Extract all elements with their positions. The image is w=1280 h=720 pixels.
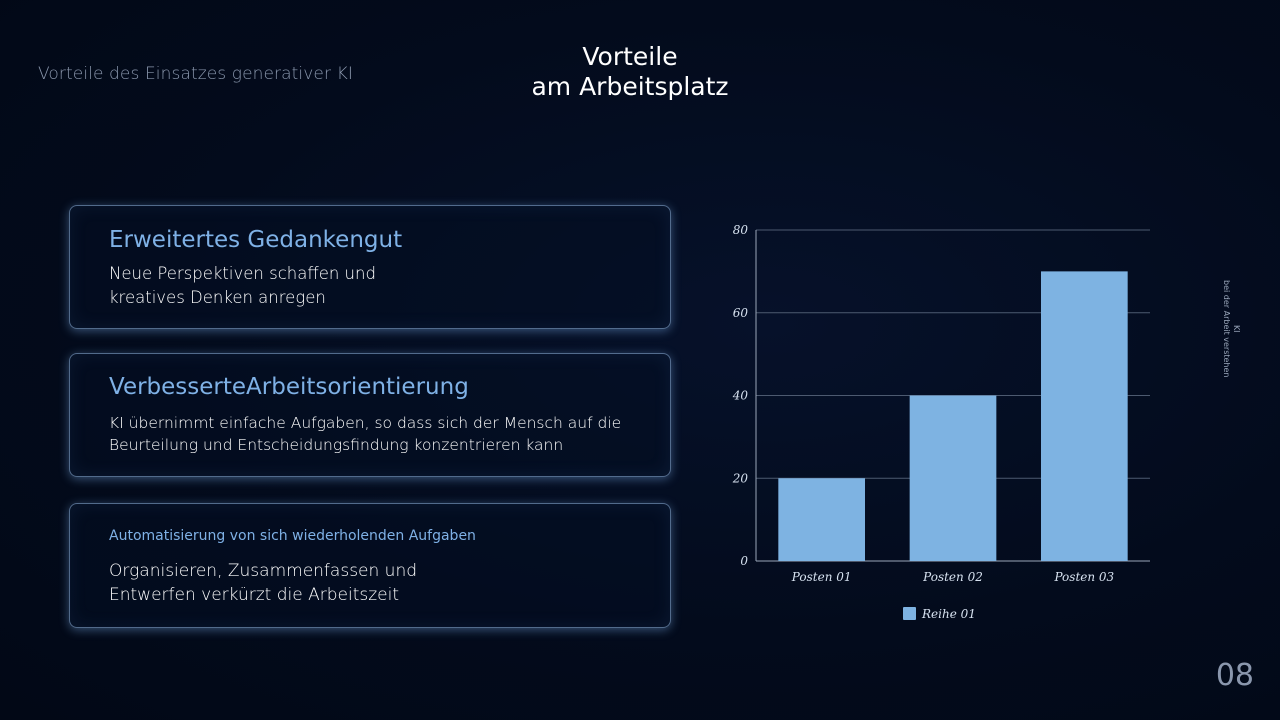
y-tick-label: 60: [733, 306, 749, 320]
legend-swatch: [903, 607, 916, 620]
card-heading: Automatisierung von sich wiederholenden …: [109, 528, 476, 544]
eyebrow-title: Vorteile des Einsatzes generativer KI: [38, 64, 353, 84]
x-tick-label: Posten 02: [922, 570, 983, 584]
card-body-line: kreatives Denken anregen: [109, 288, 326, 307]
side-label-line-1: KI: [1232, 324, 1241, 333]
card-heading: Erweitertes Gedankengut: [109, 227, 403, 253]
card-body-line: Neue Perspektiven schaffen und: [109, 264, 376, 283]
benefit-card-work-orientation: VerbesserteArbeitsorientierung KI überni…: [69, 353, 671, 477]
page-title-line-1: Vorteile: [582, 42, 678, 71]
bar: [778, 478, 866, 561]
card-body-line: Beurteilung und Entscheidungsfindung kon…: [109, 436, 564, 454]
card-body-line: Organisieren, Zusammenfassen und: [109, 561, 418, 581]
page-number: 08: [1215, 658, 1254, 693]
card-body: Neue Perspektiven schaffen und kreatives…: [109, 262, 658, 310]
side-label-line-2: bei der Arbeit verstehen: [1222, 280, 1231, 378]
bar: [909, 395, 997, 561]
y-tick-label: 80: [733, 223, 749, 237]
card-body-line: KI übernimmt einfache Aufgaben, so dass …: [109, 414, 622, 432]
page-title: Vorteile am Arbeitsplatz: [440, 42, 820, 102]
card-body-line: Entwerfen verkürzt die Arbeitszeit: [109, 585, 400, 605]
page-title-line-2: am Arbeitsplatz: [531, 72, 729, 101]
benefit-card-expanded-thinking: Erweitertes Gedankengut Neue Perspektive…: [69, 205, 671, 329]
x-tick-label: Posten 03: [1053, 570, 1114, 584]
benefit-card-automation: Automatisierung von sich wiederholenden …: [69, 503, 671, 628]
y-tick-label: 0: [740, 554, 748, 568]
legend-label: Reihe 01: [921, 607, 976, 621]
card-body: Organisieren, Zusammenfassen und Entwerf…: [109, 559, 658, 607]
x-tick-label: Posten 01: [791, 570, 852, 584]
bar: [1040, 271, 1128, 561]
card-heading: VerbesserteArbeitsorientierung: [109, 374, 469, 400]
y-tick-label: 40: [732, 389, 749, 403]
card-body: KI übernimmt einfache Aufgaben, so dass …: [109, 412, 658, 456]
side-label: KI bei der Arbeit verstehen: [1221, 280, 1241, 378]
y-tick-label: 20: [732, 471, 749, 485]
